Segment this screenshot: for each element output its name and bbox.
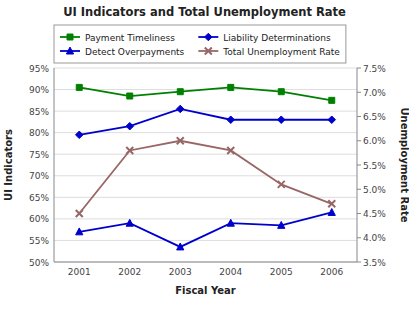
- point: [177, 105, 185, 113]
- point: [278, 221, 285, 228]
- point: [278, 89, 284, 95]
- legend-item: Payment Timeliness: [60, 33, 175, 43]
- y2-tick-label: 4.0%: [363, 233, 386, 243]
- y2-tick: [357, 189, 361, 190]
- grid-line: [54, 111, 357, 112]
- series-line: [79, 87, 332, 100]
- point: [328, 116, 336, 124]
- grid-line: [54, 154, 357, 155]
- y2-axis-label: Unemployment Rate: [399, 107, 409, 222]
- legend-item: Detect Overpayments: [60, 47, 185, 57]
- x-tick-label: 2004: [219, 267, 242, 277]
- plot-area: [76, 84, 336, 250]
- y-axis-label: UI Indicators: [3, 129, 14, 201]
- point: [126, 122, 134, 130]
- y2-tick: [357, 140, 361, 141]
- y2-tick: [357, 92, 361, 93]
- y-tick-label: 70%: [29, 171, 49, 181]
- legend-item: Liability Determinations: [198, 33, 331, 43]
- point: [76, 84, 82, 90]
- y-tick-label: 85%: [29, 107, 49, 117]
- chart: UI Indicators and Total Unemployment Rat…: [0, 0, 409, 312]
- point: [329, 97, 335, 103]
- legend-label: Total Unemployment Rate: [222, 47, 340, 57]
- grid-line: [54, 68, 357, 69]
- series-line: [79, 109, 332, 135]
- y-axis: [54, 68, 55, 262]
- grid-line: [54, 132, 357, 133]
- point: [227, 147, 234, 154]
- y-tick-label: 75%: [29, 150, 49, 160]
- y2-tick-label: 6.0%: [363, 136, 386, 146]
- grid-line: [54, 175, 357, 176]
- y2-tick-label: 5.0%: [363, 185, 386, 195]
- y2-tick: [357, 213, 361, 214]
- title: UI Indicators and Total Unemployment Rat…: [63, 5, 346, 19]
- point: [227, 219, 234, 226]
- point: [177, 243, 184, 250]
- y2-tick: [357, 262, 361, 263]
- y2-tick-label: 4.5%: [363, 209, 386, 219]
- point: [177, 89, 183, 95]
- legend-marker: [205, 48, 212, 55]
- legend-frame: [54, 25, 346, 63]
- point: [278, 116, 286, 124]
- y-tick-label: 95%: [29, 64, 49, 74]
- point: [127, 93, 133, 99]
- y2-tick-label: 7.0%: [363, 88, 386, 98]
- grid: [54, 68, 357, 262]
- y2-tick: [357, 68, 361, 69]
- y2-axis: [357, 68, 358, 262]
- y2-tick-label: 3.5%: [363, 258, 386, 268]
- y2-tick: [357, 237, 361, 238]
- y2-tick-label: 7.5%: [363, 64, 386, 74]
- x-axis: [54, 262, 357, 263]
- legend-item: Total Unemployment Rate: [198, 47, 340, 57]
- grid-line: [54, 240, 357, 241]
- y-tick-label: 50%: [29, 258, 49, 268]
- legend-marker: [66, 47, 73, 54]
- x-axis-label: Fiscal Year: [175, 285, 236, 296]
- y2-tick-label: 5.5%: [363, 161, 386, 171]
- grid-line: [54, 262, 357, 263]
- point: [227, 116, 235, 124]
- y-tick-label: 55%: [29, 236, 49, 246]
- legend-label: Detect Overpayments: [85, 47, 185, 57]
- y2-tick: [357, 165, 361, 166]
- point: [76, 131, 84, 139]
- x-tick-label: 2001: [68, 267, 91, 277]
- point: [76, 210, 83, 217]
- y-tick-label: 65%: [29, 193, 49, 203]
- point: [328, 209, 335, 216]
- y-tick-label: 60%: [29, 214, 49, 224]
- legend-label: Payment Timeliness: [85, 33, 175, 43]
- series-line: [79, 141, 332, 214]
- x-tick-label: 2006: [320, 267, 343, 277]
- point: [228, 84, 234, 90]
- x-tick-label: 2002: [118, 267, 141, 277]
- grid-line: [54, 218, 357, 219]
- y2-tick-label: 6.5%: [363, 112, 386, 122]
- x-tick-label: 2005: [270, 267, 293, 277]
- x-tick-label: 2003: [169, 267, 192, 277]
- legend: Payment Timeliness Liability Determinatio…: [54, 25, 346, 63]
- point: [126, 147, 133, 154]
- point: [76, 228, 83, 235]
- point: [328, 200, 335, 207]
- point: [278, 181, 285, 188]
- point: [177, 137, 184, 144]
- y-tick-label: 90%: [29, 85, 49, 95]
- series-line: [79, 212, 332, 246]
- y2-tick: [357, 116, 361, 117]
- legend-marker: [67, 34, 73, 40]
- legend-marker: [205, 33, 213, 41]
- point: [126, 219, 133, 226]
- y-tick-label: 80%: [29, 128, 49, 138]
- legend-label: Liability Determinations: [223, 33, 331, 43]
